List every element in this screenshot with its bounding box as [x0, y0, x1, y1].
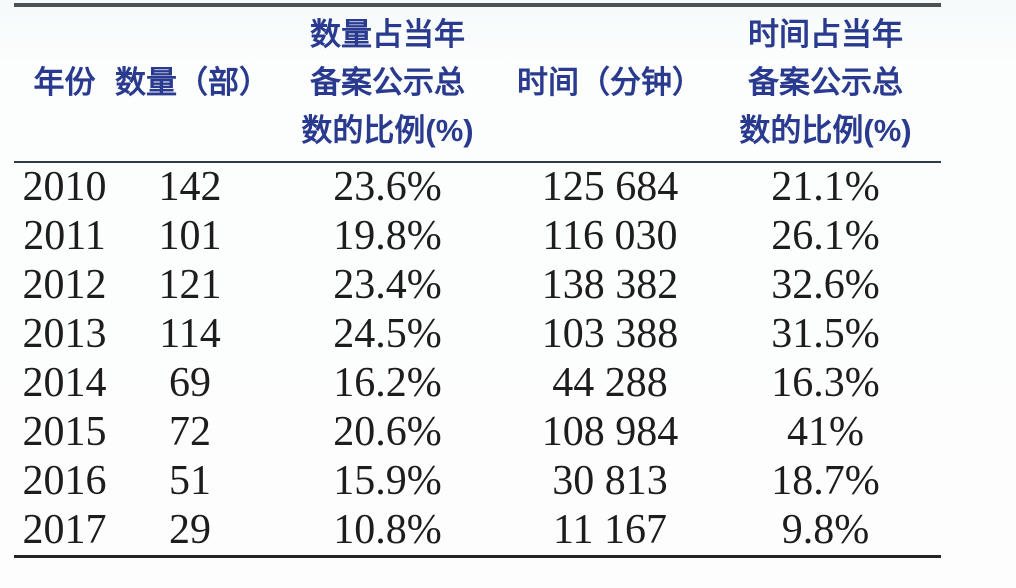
header-quantity-ratio: 数量占当年 备案公示总 数的比例(%)	[265, 5, 510, 163]
header-time: 时间（分钟）	[510, 5, 710, 163]
table-row: 2015 72 20.6% 108 984 41%	[14, 408, 941, 457]
cell-time: 116 030	[542, 213, 678, 259]
cell-time-ratio: 16.3%	[771, 360, 880, 406]
cell-time: 11 167	[553, 507, 667, 553]
table-row: 2013 114 24.5% 103 388 31.5%	[14, 310, 941, 359]
cell-time: 103 388	[541, 311, 679, 357]
cell-quantity-ratio: 20.6%	[333, 409, 442, 455]
cell-time: 108 984	[541, 409, 679, 455]
data-table: 年份 数量（部） 数量占当年 备案公示总 数的比例(%) 时间（分钟） 时间占当…	[14, 3, 941, 558]
cell-quantity-ratio: 15.9%	[333, 458, 442, 504]
table-row: 2011 101 19.8% 116 030 26.1%	[14, 212, 941, 261]
cell-time-ratio: 41%	[787, 409, 864, 455]
cell-year: 2011	[23, 213, 106, 259]
header-quantity-label: 数量（部）	[115, 65, 270, 100]
header-quantity: 数量（部）	[115, 5, 270, 163]
header-year: 年份	[14, 5, 115, 163]
cell-time-ratio: 32.6%	[771, 262, 880, 308]
cell-time: 30 813	[552, 458, 668, 504]
cell-time: 125 684	[541, 164, 679, 210]
table-row: 2012 121 23.4% 138 382 32.6%	[14, 261, 941, 310]
cell-quantity: 101	[158, 213, 222, 259]
cell-quantity: 72	[169, 409, 211, 455]
cell-quantity: 142	[158, 164, 222, 210]
header-time-label: 时间（分钟）	[517, 65, 703, 100]
table-row: 2014 69 16.2% 44 288 16.3%	[14, 359, 941, 408]
header-quantity-ratio-line3: 数的比例(%)	[301, 113, 474, 148]
header-time-ratio: 时间占当年 备案公示总 数的比例(%)	[710, 5, 941, 163]
cell-year: 2017	[22, 507, 107, 553]
cell-quantity-ratio: 16.2%	[333, 360, 442, 406]
cell-time-ratio: 26.1%	[771, 213, 880, 259]
header-time-ratio-line3: 数的比例(%)	[739, 113, 912, 148]
cell-time-ratio: 18.7%	[771, 458, 880, 504]
cell-quantity-ratio: 23.6%	[333, 164, 442, 210]
cell-year: 2014	[22, 360, 107, 406]
cell-quantity-ratio: 19.8%	[333, 213, 442, 259]
header-row: 年份 数量（部） 数量占当年 备案公示总 数的比例(%) 时间（分钟） 时间占当…	[14, 5, 941, 163]
cell-time-ratio: 31.5%	[771, 311, 880, 357]
cell-time-ratio: 9.8%	[781, 507, 870, 553]
cell-year: 2012	[22, 262, 107, 308]
table-row: 2010 142 23.6% 125 684 21.1%	[14, 162, 941, 212]
cell-time-ratio: 21.1%	[771, 164, 880, 210]
header-quantity-ratio-line1: 数量占当年	[310, 17, 465, 52]
cell-time: 138 382	[541, 262, 679, 308]
cell-year: 2016	[22, 458, 107, 504]
cell-year: 2010	[22, 164, 107, 210]
cell-year: 2015	[22, 409, 107, 455]
cell-quantity: 51	[169, 458, 211, 504]
cell-quantity: 114	[159, 311, 221, 357]
cell-quantity: 29	[169, 507, 211, 553]
cell-quantity-ratio: 24.5%	[333, 311, 442, 357]
table-row: 2017 29 10.8% 11 167 9.8%	[14, 506, 941, 557]
table-row: 2016 51 15.9% 30 813 18.7%	[14, 457, 941, 506]
cell-time: 44 288	[552, 360, 668, 406]
cell-quantity-ratio: 10.8%	[333, 507, 442, 553]
cell-quantity-ratio: 23.4%	[333, 262, 442, 308]
header-year-label: 年份	[33, 65, 96, 100]
header-quantity-ratio-line2: 备案公示总	[310, 65, 465, 100]
header-time-ratio-line2: 备案公示总	[748, 65, 903, 100]
cell-quantity: 121	[158, 262, 222, 308]
cell-quantity: 69	[169, 360, 211, 406]
header-time-ratio-line1: 时间占当年	[748, 17, 903, 52]
cell-year: 2013	[22, 311, 107, 357]
